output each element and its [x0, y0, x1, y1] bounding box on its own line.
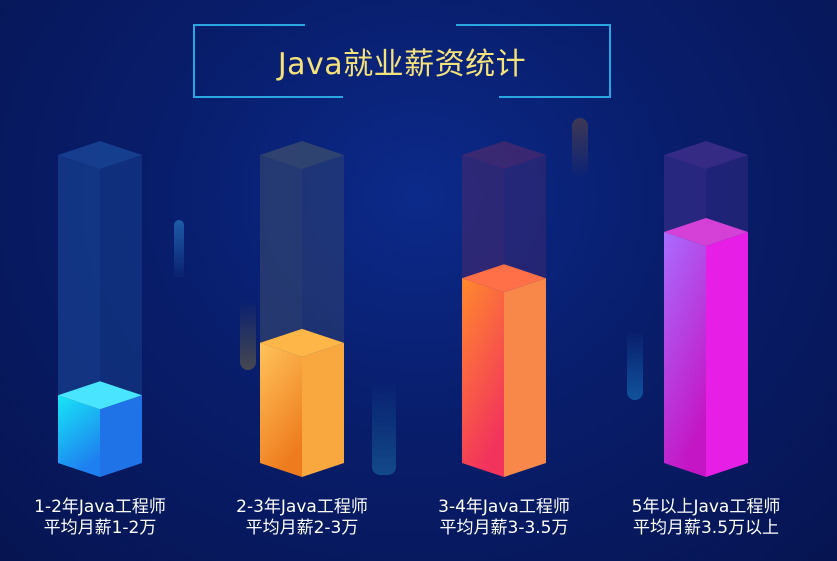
bar-front [664, 232, 706, 477]
bar-ghost-top [664, 141, 748, 169]
title-frame: Java就业薪资统计 [193, 24, 611, 98]
bar-top [462, 264, 546, 293]
category-label-line-1: 1-2年Java工程师 [34, 497, 166, 517]
decor-light-beam [372, 380, 396, 475]
category-label-line-2: 平均月薪3.5万以上 [632, 518, 780, 538]
bar-front [462, 278, 504, 477]
bar-group [462, 141, 546, 477]
category-label: 5年以上Java工程师 平均月薪3.5万以上 [606, 497, 806, 539]
chart-title: Java就业薪资统计 [277, 47, 527, 82]
bar-top [58, 381, 142, 410]
category-label-line-2: 平均月薪3-3.5万 [439, 518, 569, 538]
bar-side [100, 395, 142, 477]
category-label-line-1: 5年以上Java工程师 [631, 497, 781, 517]
bar-group [58, 141, 142, 477]
decor-light-beam [174, 220, 184, 280]
bar-front [260, 342, 302, 477]
bar-ghost-top [260, 141, 344, 169]
bar-side [706, 232, 748, 477]
category-label-line-2: 平均月薪2-3万 [245, 518, 359, 538]
decor-light-beam [627, 330, 643, 400]
bar-ghost-top [462, 141, 546, 169]
category-label-line-1: 3-4年Java工程师 [438, 497, 570, 517]
bar-group [260, 141, 344, 477]
bar-top [664, 218, 748, 246]
decor-light-beam [572, 118, 588, 178]
bar-group [664, 141, 748, 477]
category-label-line-2: 平均月薪1-2万 [43, 518, 157, 538]
bar-side [504, 278, 546, 477]
category-label: 1-2年Java工程师 平均月薪1-2万 [0, 497, 200, 539]
bar-side [302, 342, 344, 477]
category-label: 3-4年Java工程师 平均月薪3-3.5万 [404, 497, 604, 539]
bar-front [58, 395, 100, 477]
category-label-line-1: 2-3年Java工程师 [236, 497, 368, 517]
decor-light-beam [240, 300, 256, 370]
bar-ghost-top [58, 141, 142, 169]
category-label: 2-3年Java工程师 平均月薪2-3万 [202, 497, 402, 539]
bar-top [260, 328, 344, 357]
